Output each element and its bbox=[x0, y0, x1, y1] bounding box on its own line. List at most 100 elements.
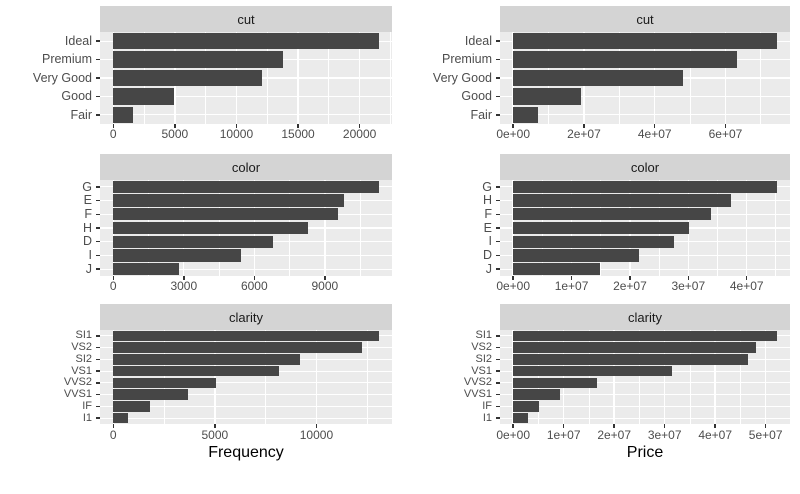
bar-very-good bbox=[113, 69, 263, 87]
x-tick-label: 10000 bbox=[219, 127, 254, 141]
gridline-major bbox=[512, 330, 514, 424]
gridline-major bbox=[500, 405, 790, 407]
bar-d bbox=[513, 249, 639, 262]
y-category-label: IF bbox=[482, 399, 492, 412]
y-category-label: D bbox=[82, 234, 92, 249]
x-tick-mark bbox=[297, 124, 299, 128]
x-tick-label: 5000 bbox=[201, 428, 229, 442]
x-tick-mark bbox=[174, 124, 176, 128]
x-tick-mark bbox=[570, 276, 573, 280]
gridline-major bbox=[100, 95, 392, 97]
y-tick-mark bbox=[95, 370, 100, 372]
x-tick-label: 5e+07 bbox=[748, 428, 783, 442]
x-tick-mark bbox=[324, 276, 326, 280]
gridline-major bbox=[562, 330, 565, 424]
y-tick-mark bbox=[495, 382, 500, 384]
y-tick-mark bbox=[495, 393, 500, 396]
bar-si1 bbox=[513, 330, 777, 342]
bar-good bbox=[113, 88, 174, 105]
x-tick-label: 2e+07 bbox=[567, 127, 601, 141]
bar-h bbox=[513, 194, 731, 207]
y-tick-mark bbox=[95, 240, 100, 243]
x-tick-label: 2e+07 bbox=[613, 279, 647, 293]
y-category-label: VVS2 bbox=[63, 376, 92, 389]
x-tick-label: 4e+07 bbox=[637, 127, 672, 141]
y-tick-mark bbox=[95, 114, 100, 116]
x-tick-label: 3000 bbox=[170, 279, 198, 293]
y-tick-mark bbox=[95, 186, 100, 188]
y-category-label: Good bbox=[61, 89, 92, 104]
gridline-major bbox=[613, 330, 615, 424]
bar-vvs1 bbox=[513, 389, 560, 400]
x-tick-label: 20000 bbox=[342, 127, 377, 141]
gridline-major bbox=[100, 405, 392, 407]
y-category-label: VS2 bbox=[71, 341, 92, 354]
facet-title: clarity bbox=[628, 309, 662, 325]
x-tick-label: 0e+00 bbox=[496, 127, 531, 141]
x-tick-label: 4e+07 bbox=[729, 279, 764, 293]
y-category-label: F bbox=[84, 207, 92, 222]
gridline-minor bbox=[366, 330, 368, 424]
y-category-label: SI1 bbox=[475, 329, 492, 342]
x-tick-mark bbox=[214, 424, 216, 428]
bar-vs2 bbox=[513, 342, 757, 353]
y-tick-mark bbox=[95, 335, 100, 337]
bar-if bbox=[113, 401, 150, 412]
bar-h bbox=[113, 221, 309, 235]
y-category-label: G bbox=[482, 179, 492, 194]
bar-vs2 bbox=[113, 342, 363, 353]
y-category-label: VS1 bbox=[471, 364, 492, 377]
y-category-label: Very Good bbox=[432, 70, 492, 85]
y-category-label: J bbox=[85, 261, 92, 276]
y-category-label: Very Good bbox=[32, 70, 92, 85]
bar-si2 bbox=[513, 354, 749, 365]
y-tick-mark bbox=[495, 213, 500, 216]
x-tick-label: 0e+00 bbox=[496, 279, 531, 293]
bar-vs1 bbox=[113, 365, 280, 377]
gridline-minor bbox=[639, 330, 640, 424]
bar-ideal bbox=[113, 32, 379, 50]
x-tick-label: 10000 bbox=[299, 428, 334, 442]
gridline-minor bbox=[740, 330, 741, 424]
y-category-label: H bbox=[482, 193, 492, 208]
gridline-major bbox=[500, 114, 790, 116]
facet-title: cut bbox=[237, 11, 255, 27]
bar-g bbox=[113, 180, 379, 193]
bar-vvs1 bbox=[113, 389, 188, 400]
x-tick-label: 0 bbox=[109, 428, 117, 442]
y-category-label: VVS2 bbox=[463, 376, 492, 389]
y-category-label: IF bbox=[82, 399, 92, 412]
y-tick-mark bbox=[95, 346, 100, 349]
y-tick-mark bbox=[495, 58, 500, 61]
gridline-minor bbox=[588, 330, 590, 424]
x-tick-label: 2e+07 bbox=[597, 428, 632, 442]
bar-i bbox=[513, 235, 675, 248]
x-tick-mark bbox=[315, 424, 318, 428]
x-tick-mark bbox=[764, 424, 767, 428]
gridline-major bbox=[100, 268, 392, 270]
y-tick-mark bbox=[95, 417, 100, 419]
y-category-label: VS1 bbox=[71, 364, 92, 377]
gridline-major bbox=[100, 114, 392, 116]
x-tick-mark bbox=[687, 276, 690, 280]
y-tick-mark bbox=[95, 95, 100, 98]
y-category-label: E bbox=[83, 193, 92, 208]
y-category-label: Premium bbox=[441, 52, 492, 67]
bar-f bbox=[513, 208, 711, 221]
y-category-label: D bbox=[482, 248, 492, 263]
y-tick-mark bbox=[495, 346, 500, 349]
x-tick-mark bbox=[583, 124, 585, 128]
x-tick-label: 5000 bbox=[161, 127, 189, 141]
gridline-major bbox=[500, 268, 790, 270]
x-tick-mark bbox=[183, 276, 185, 280]
plot-panel-color-price bbox=[500, 180, 790, 276]
x-tick-mark bbox=[112, 424, 115, 428]
x-tick-mark bbox=[629, 276, 631, 280]
y-category-label: SI1 bbox=[75, 329, 92, 342]
y-tick-mark bbox=[95, 77, 100, 79]
x-tick-mark bbox=[653, 124, 656, 128]
x-tick-mark bbox=[512, 124, 514, 128]
y-tick-mark bbox=[95, 199, 100, 202]
x-tick-mark bbox=[512, 276, 514, 280]
y-category-label: Good bbox=[461, 89, 492, 104]
